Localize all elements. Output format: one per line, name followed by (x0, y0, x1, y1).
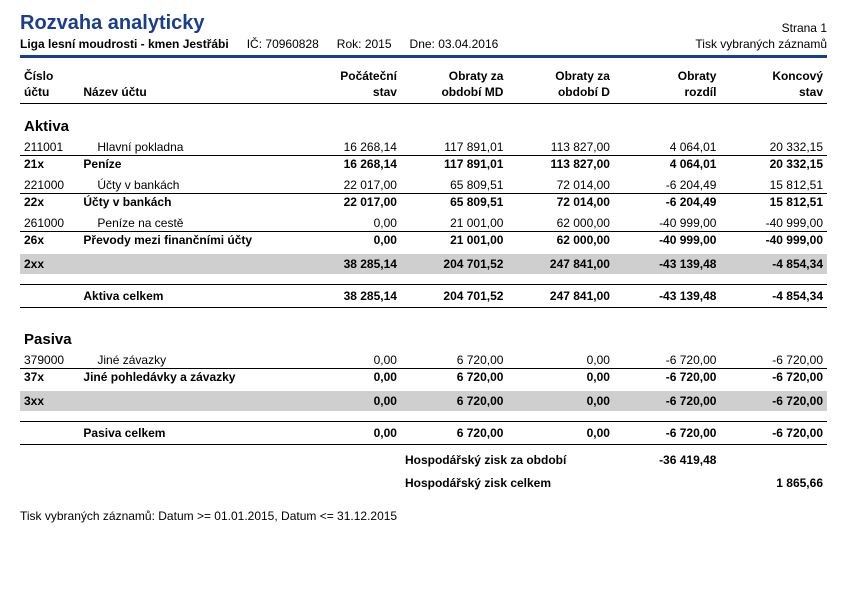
header-rule (20, 55, 827, 58)
col-nazev: Název účtu (79, 84, 294, 104)
report-header: Rozvaha analyticky Liga lesní moudrosti … (20, 12, 827, 51)
section-title-row: Aktiva (20, 104, 827, 140)
header-right: Strana 1 Tisk vybraných záznamů (695, 21, 827, 51)
section-title: Aktiva (20, 104, 827, 140)
table-row: 221000Účty v bankách22 017,0065 809,5172… (20, 172, 827, 194)
spacer (20, 411, 827, 421)
hz-period-row: Hospodářský zisk za období-36 419,48 (20, 444, 827, 468)
balance-table: Číslo Počáteční Obraty za Obraty za Obra… (20, 68, 827, 491)
table-row: 37xJiné pohledávky a závazky0,006 720,00… (20, 369, 827, 386)
col-obraty-d: Obraty za (507, 68, 614, 84)
col-cislo: Číslo (20, 68, 79, 84)
footer-text: Tisk vybraných záznamů: Datum >= 01.01.2… (20, 509, 827, 523)
table-row: 379000Jiné závazky0,006 720,000,00-6 720… (20, 352, 827, 369)
section-title: Pasiva (20, 317, 827, 352)
section-gap (20, 307, 827, 317)
subtotal-row: 3xx0,006 720,000,00-6 720,00-6 720,00 (20, 391, 827, 411)
rok: Rok: 2015 (337, 37, 392, 51)
org-name: Liga lesní moudrosti - kmen Jestřábi (20, 37, 229, 51)
table-row: 261000Peníze na cestě0,0021 001,0062 000… (20, 210, 827, 232)
subtitle-row: Liga lesní moudrosti - kmen Jestřábi IČ:… (20, 37, 498, 51)
spacer (20, 274, 827, 284)
section-title-row: Pasiva (20, 317, 827, 352)
table-row: 211001Hlavní pokladna16 268,14117 891,01… (20, 139, 827, 156)
header-left: Rozvaha analyticky Liga lesní moudrosti … (20, 12, 498, 51)
col-obraty-md: Obraty za (401, 68, 508, 84)
total-row: Aktiva celkem38 285,14204 701,52247 841,… (20, 284, 827, 307)
col-obraty-rozdil: Obraty (614, 68, 721, 84)
dne: Dne: 03.04.2016 (410, 37, 499, 51)
header-row-1: Číslo Počáteční Obraty za Obraty za Obra… (20, 68, 827, 84)
report-title: Rozvaha analyticky (20, 12, 498, 35)
table-row: 22xÚčty v bankách22 017,0065 809,5172 01… (20, 194, 827, 211)
col-koncovy: Koncový (720, 68, 827, 84)
subtotal-row: 2xx38 285,14204 701,52247 841,00-43 139,… (20, 254, 827, 274)
table-row: 21xPeníze16 268,14117 891,01113 827,004 … (20, 156, 827, 173)
print-type: Tisk vybraných záznamů (695, 37, 827, 51)
table-row: 26xPřevody mezi finančními účty0,0021 00… (20, 232, 827, 249)
page-number: Strana 1 (695, 21, 827, 35)
col-pocatecni: Počáteční (294, 68, 401, 84)
ic: IČ: 70960828 (247, 37, 319, 51)
table-body: Aktiva211001Hlavní pokladna16 268,14117 … (20, 104, 827, 491)
header-row-2: účtu Název účtu stav období MD období D … (20, 84, 827, 104)
hz-total-row: Hospodářský zisk celkem1 865,66 (20, 468, 827, 491)
total-row: Pasiva celkem0,006 720,000,00-6 720,00-6… (20, 421, 827, 444)
